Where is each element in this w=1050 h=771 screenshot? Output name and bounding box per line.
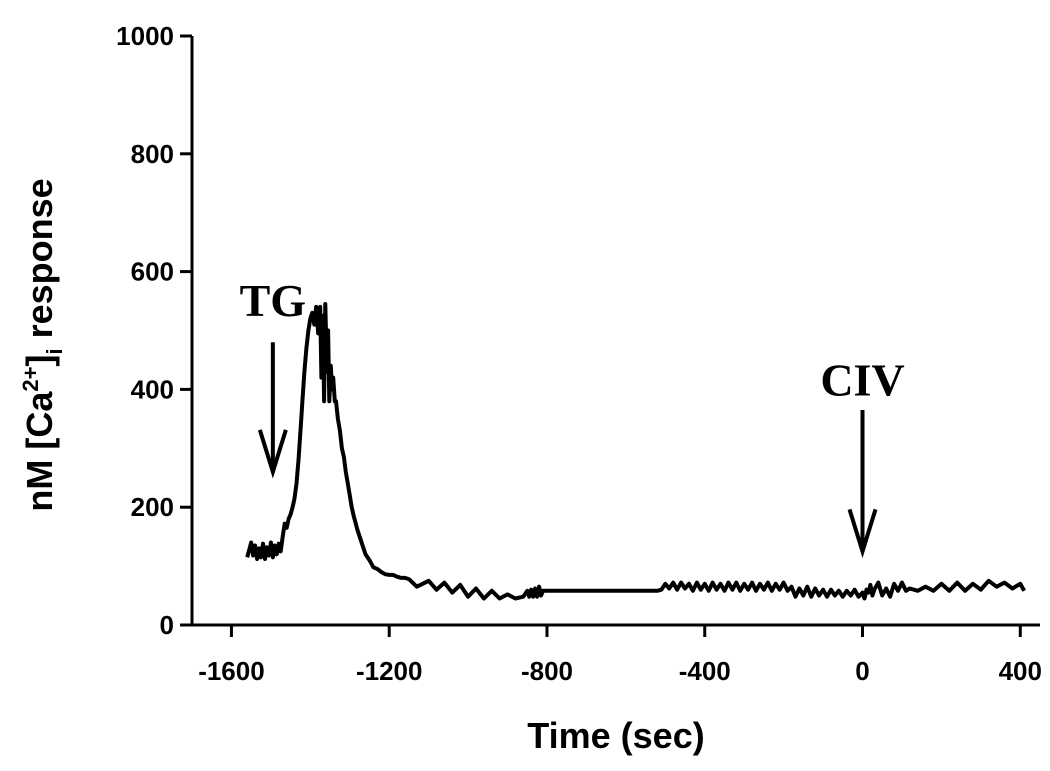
x-tick-label: -400 — [679, 656, 731, 686]
x-tick-label: -1600 — [198, 656, 265, 686]
y-tick-label: 0 — [160, 610, 174, 640]
x-tick-label: 0 — [855, 656, 869, 686]
calcium-response-line — [245, 302, 1026, 601]
tg-arrow-head — [257, 429, 288, 479]
x-tick-label: 400 — [999, 656, 1042, 686]
axes: 0 200 400 600 800 1000 -1600 -1200 -800 -400 0 400 — [116, 21, 1042, 686]
y-axis-title-middle: ] — [19, 355, 60, 367]
x-tick-label: -1200 — [356, 656, 423, 686]
tg-annotation-label: TG — [240, 275, 306, 326]
y-tick-label: 200 — [131, 492, 174, 522]
y-axis-title-superscript: 2+ — [18, 367, 43, 392]
y-axis-title-subscript: i — [42, 348, 67, 354]
y-axis-title-suffix: response — [19, 178, 60, 348]
y-tick-label: 1000 — [116, 21, 174, 51]
y-ticks: 0 200 400 600 800 1000 — [116, 21, 192, 640]
y-tick-label: 800 — [131, 139, 174, 169]
annotations: TG CIV — [240, 275, 905, 559]
y-axis-title-prefix: nM [Ca — [19, 391, 60, 512]
y-axis-title: nM [Ca2+]i response — [18, 178, 67, 511]
civ-arrow-head — [847, 508, 878, 559]
x-tick-label: -800 — [521, 656, 573, 686]
civ-annotation-label: CIV — [820, 354, 904, 405]
x-axis-title: Time (sec) — [527, 715, 704, 756]
y-tick-label: 400 — [131, 374, 174, 404]
x-ticks: -1600 -1200 -800 -400 0 400 — [198, 625, 1042, 686]
y-tick-label: 600 — [131, 257, 174, 287]
